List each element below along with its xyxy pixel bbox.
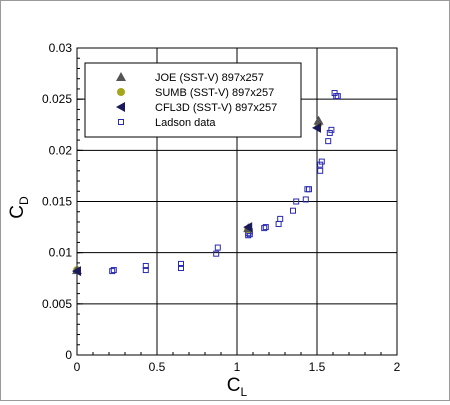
x-tick-label: 0 bbox=[74, 360, 81, 374]
data-point bbox=[334, 93, 341, 100]
tick-labels: 0 0.5 1 1.5 2 0 0.005 0.01 0.015 0.02 0.025 0.03 bbox=[42, 41, 401, 374]
data-point bbox=[290, 207, 296, 214]
data-point bbox=[328, 126, 335, 133]
legend-marker bbox=[116, 102, 125, 112]
data-point bbox=[317, 161, 324, 168]
x-tick-label: 2 bbox=[394, 360, 401, 374]
data-point bbox=[142, 267, 149, 274]
y-tick-label: 0.02 bbox=[49, 143, 73, 157]
data-point bbox=[261, 225, 268, 232]
data-point bbox=[304, 186, 311, 193]
x-axis-label: CL bbox=[227, 375, 248, 399]
data-point bbox=[275, 221, 282, 228]
legend-marker bbox=[116, 72, 126, 81]
y-tick-label: 0.01 bbox=[49, 246, 73, 260]
data-point bbox=[318, 158, 325, 165]
y-tick-label: 0.015 bbox=[42, 195, 72, 209]
data-point bbox=[312, 122, 321, 133]
data-point bbox=[213, 250, 220, 257]
data-points bbox=[72, 90, 341, 277]
data-point bbox=[110, 267, 117, 274]
y-tick-label: 0.025 bbox=[42, 92, 72, 106]
y-axis-label: CD bbox=[7, 196, 31, 219]
data-point bbox=[178, 260, 184, 267]
data-point bbox=[306, 186, 312, 193]
x-tick-label: 1 bbox=[234, 360, 241, 374]
data-point bbox=[326, 129, 333, 136]
legend-marker bbox=[118, 119, 124, 125]
legend: JOE (SST-V) 897x257 SUMB (SST-V) 897x257 C… bbox=[84, 62, 302, 138]
legend-label: SUMB (SST-V) 897x257 bbox=[155, 87, 274, 99]
data-point bbox=[72, 266, 81, 277]
data-point bbox=[293, 198, 300, 205]
y-tick-label: 0.03 bbox=[49, 41, 73, 55]
data-point bbox=[325, 138, 332, 145]
legend-marker bbox=[117, 88, 125, 96]
axis-ticks bbox=[76, 47, 398, 356]
data-point bbox=[142, 262, 149, 269]
data-point bbox=[333, 93, 340, 100]
data-point bbox=[178, 265, 184, 272]
data-point bbox=[243, 222, 253, 233]
legend-label: JOE (SST-V) 897x257 bbox=[155, 72, 264, 84]
data-point bbox=[214, 244, 221, 251]
x-tick-label: 0.5 bbox=[149, 360, 166, 374]
data-point bbox=[277, 215, 284, 222]
data-point bbox=[262, 224, 269, 231]
y-tick-label: 0 bbox=[65, 348, 72, 362]
x-tick-label: 1.5 bbox=[309, 360, 326, 374]
legend-label: CFL3D (SST-V) 897x257 bbox=[155, 102, 277, 114]
data-point bbox=[331, 90, 338, 97]
data-point bbox=[317, 167, 324, 174]
data-point bbox=[109, 268, 116, 275]
y-tick-label: 0.005 bbox=[42, 297, 72, 311]
data-point bbox=[302, 196, 309, 203]
data-point bbox=[313, 115, 324, 125]
legend-label: Ladson data bbox=[155, 117, 216, 129]
